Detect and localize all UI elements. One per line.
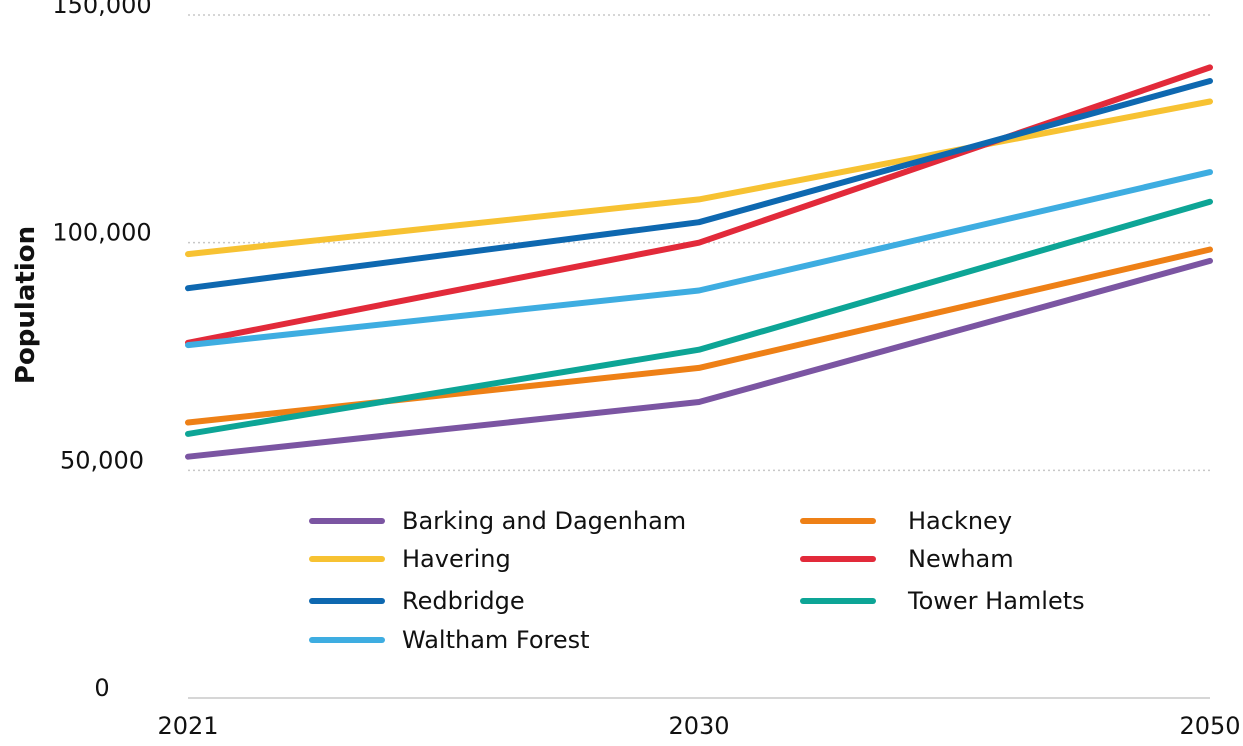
y-tick-label: 100,000: [52, 219, 151, 247]
legend-label: Havering: [402, 545, 511, 573]
legend-label: Newham: [908, 545, 1014, 573]
series-line-havering: [185, 98, 1213, 258]
legend-label: Tower Hamlets: [907, 587, 1085, 615]
y-axis-title: Population: [11, 226, 41, 384]
x-tick-labels: 2021 2030 2050: [157, 712, 1240, 740]
series-line-waltham-forest: [185, 169, 1213, 349]
legend-label: Hackney: [908, 507, 1012, 535]
series-lines: [185, 64, 1213, 460]
legend-label: Redbridge: [402, 587, 525, 615]
x-tick-label: 2050: [1179, 712, 1240, 740]
series-line-redbridge: [185, 78, 1213, 292]
series-line-tower-hamlets: [185, 198, 1213, 437]
legend-label: Barking and Dagenham: [402, 507, 686, 535]
y-tick-label: 50,000: [60, 446, 144, 474]
y-tick-label: 150,000: [52, 0, 151, 19]
x-tick-label: 2021: [157, 712, 218, 740]
legend-label: Waltham Forest: [402, 626, 590, 654]
y-tick-labels: 0 50,000 100,000 150,000: [52, 0, 151, 702]
series-line-hackney: [185, 246, 1213, 426]
series-line-barking-and-dagenham: [185, 257, 1213, 460]
legend: Barking and Dagenham Hackney Havering Newha…: [309, 507, 1085, 654]
x-tick-label: 2030: [668, 712, 729, 740]
y-tick-label: 0: [94, 674, 109, 702]
